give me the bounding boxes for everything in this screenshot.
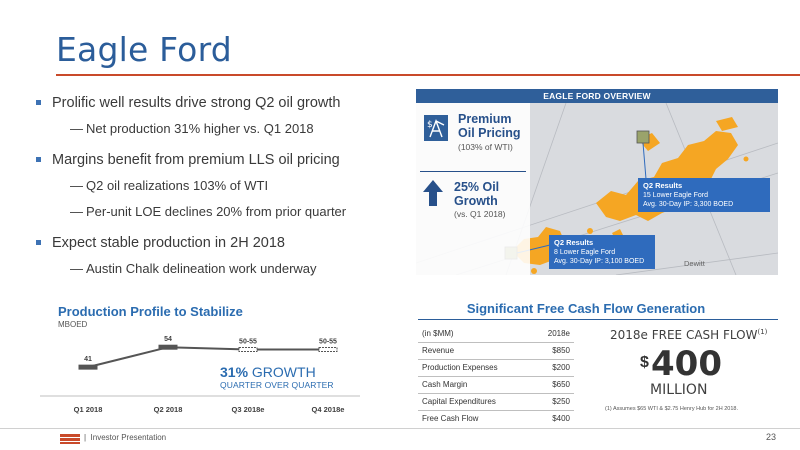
table-header-row: (in $MM) 2018e <box>418 325 574 343</box>
title-underline <box>56 74 800 76</box>
company-logo-icon <box>60 434 80 444</box>
table-cell: Production Expenses <box>418 359 533 377</box>
x-tick-label: Q3 2018e <box>232 405 265 414</box>
table-cell: Cash Margin <box>418 376 533 394</box>
table-header-cell: (in $MM) <box>418 325 533 343</box>
map-place-label: Dewitt <box>684 259 705 268</box>
table-cell: Capital Expenditures <box>418 393 533 411</box>
eagle-ford-map: EAGLE FORD OVERVIEW <box>416 89 778 275</box>
production-chart-unit: MBOED <box>58 320 88 329</box>
fcf-dollar-sign: $ <box>640 354 649 371</box>
table-cell: $250 <box>532 393 574 411</box>
map-header: EAGLE FORD OVERVIEW <box>416 89 778 103</box>
pricing-sub: (103% of WTI) <box>458 142 513 152</box>
fcf-table: (in $MM) 2018e Revenue $850 Production E… <box>418 325 574 427</box>
pricing-title-2: Oil Pricing <box>458 126 521 140</box>
page-title: Eagle Ford <box>56 30 232 69</box>
growth-title-2: Growth <box>454 194 498 208</box>
page-number: 23 <box>765 432 776 442</box>
table-row: Capital Expenditures $250 <box>418 393 574 411</box>
data-label: 50-55 <box>319 339 337 346</box>
fcf-big-label: 2018e FREE CASH FLOW(1) <box>610 328 768 342</box>
fcf-footnote: (1) Assumes $65 WTI & $2.75 Henry Hub fo… <box>605 406 738 412</box>
data-point-marker <box>318 347 338 352</box>
footer-rule <box>0 428 800 429</box>
x-tick-label: Q2 2018 <box>154 405 183 414</box>
pricing-title-1: Premium <box>458 112 512 126</box>
growth-word: GROWTH <box>251 364 316 380</box>
x-tick-label: Q1 2018 <box>74 405 103 414</box>
bullet-3: Expect stable production in 2H 2018 <box>36 234 406 252</box>
svg-text:$: $ <box>427 120 433 130</box>
table-cell: $200 <box>532 359 574 377</box>
fcf-title-rule <box>418 319 778 320</box>
table-row: Cash Margin $650 <box>418 376 574 394</box>
sub-bullet-1-1: — Net production 31% higher vs. Q1 2018 <box>70 121 314 136</box>
bullet-2: Margins benefit from premium LLS oil pri… <box>36 151 406 169</box>
growth-callout: 31% GROWTH QUARTER OVER QUARTER <box>220 364 334 390</box>
fcf-big-unit: MILLION <box>650 382 708 398</box>
up-arrow-icon <box>423 180 443 206</box>
table-row: Free Cash Flow $400 <box>418 410 574 427</box>
bullet-1: Prolific well results drive strong Q2 oi… <box>36 94 406 112</box>
production-chart: 41 Q1 2018 54 Q2 2018 50-55 Q3 2018e 50-55 Q4 2… <box>40 336 360 414</box>
growth-sub: QUARTER OVER QUARTER <box>220 380 334 390</box>
data-label: 54 <box>164 336 172 343</box>
panel-divider <box>420 171 526 172</box>
production-series-line <box>87 346 328 369</box>
footer-text: | Investor Presentation <box>84 433 167 442</box>
production-chart-title: Production Profile to Stabilize <box>58 304 243 319</box>
table-header-cell: 2018e <box>532 325 574 343</box>
fcf-title: Significant Free Cash Flow Generation <box>466 301 706 316</box>
data-point-marker <box>78 364 98 370</box>
table-cell: $400 <box>552 414 570 424</box>
table-cell: $850 <box>532 342 574 360</box>
data-point-marker <box>238 347 258 352</box>
data-label: 50-55 <box>239 339 257 346</box>
sub-bullet-2-1: — Q2 oil realizations 103% of WTI <box>70 178 269 193</box>
sub-bullet-2-2: — Per-unit LOE declines 20% from prior qu… <box>70 204 347 219</box>
map-callout-2: Q2 Results 8 Lower Eagle Ford Avg. 30-Da… <box>549 235 655 269</box>
data-point-marker <box>158 344 178 350</box>
data-label: 41 <box>84 356 92 363</box>
table-row: Production Expenses $200 <box>418 359 574 377</box>
growth-title-1: 25% Oil <box>454 180 500 194</box>
table-cell: Revenue <box>418 342 533 360</box>
map-callout-1: Q2 Results 15 Lower Eagle Ford Avg. 30-D… <box>638 178 770 212</box>
sub-bullet-3-1: — Austin Chalk delineation work underway <box>70 261 317 276</box>
growth-pct: 31% <box>220 364 249 380</box>
table-cell: $650 <box>532 376 574 394</box>
x-tick-label: Q4 2018e <box>312 405 345 414</box>
growth-sub: (vs. Q1 2018) <box>454 209 506 219</box>
oil-derrick-icon: $ <box>424 115 448 141</box>
fcf-big-value: 400 <box>651 344 722 384</box>
table-cell: Free Cash Flow <box>422 414 479 424</box>
table-row: Revenue $850 <box>418 342 574 360</box>
map-info-panel: $ Premium Oil Pricing (103% of WTI) 25% … <box>416 103 530 275</box>
bullet-list: Prolific well results drive strong Q2 oi… <box>36 94 406 277</box>
